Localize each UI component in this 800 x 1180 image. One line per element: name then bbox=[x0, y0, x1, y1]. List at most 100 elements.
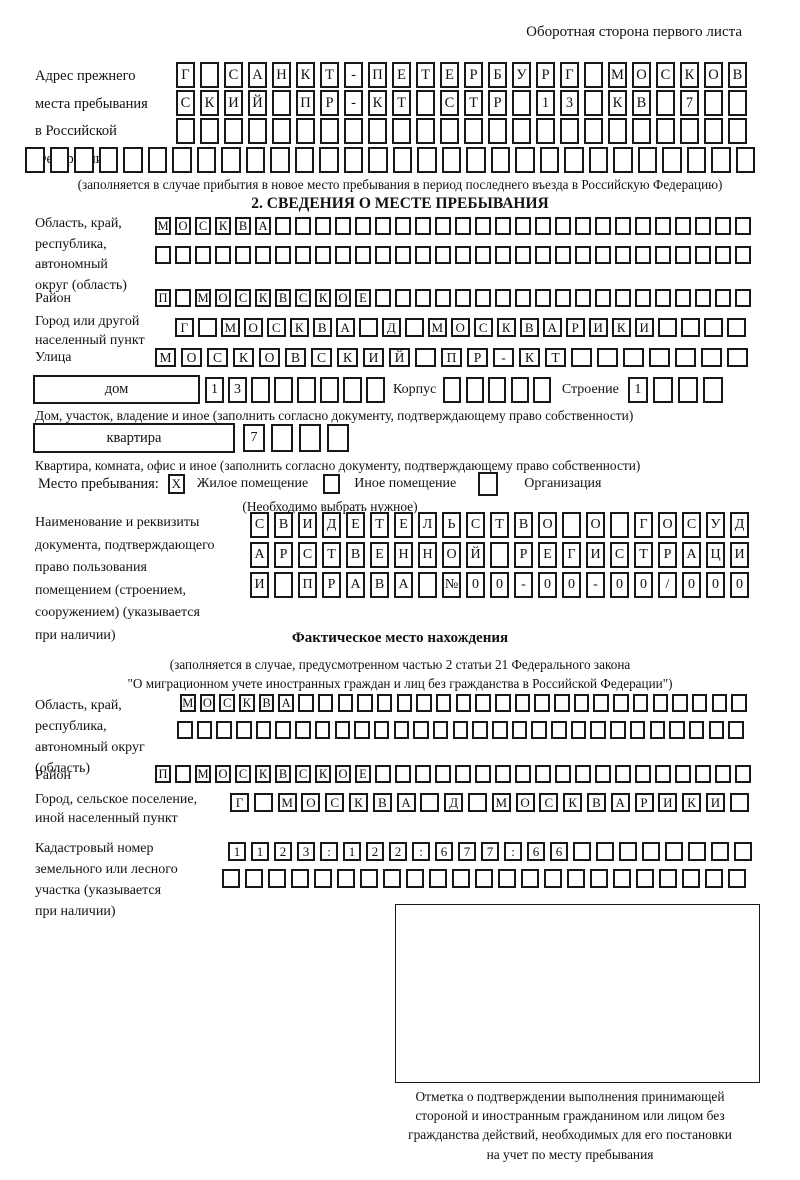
char-box[interactable]: 6 bbox=[527, 842, 545, 861]
char-box[interactable] bbox=[704, 118, 723, 144]
char-box[interactable] bbox=[695, 217, 711, 235]
char-box[interactable]: С bbox=[539, 793, 559, 812]
char-box[interactable] bbox=[629, 721, 646, 739]
char-box[interactable]: Е bbox=[346, 512, 365, 538]
char-box[interactable]: 2 bbox=[366, 842, 384, 861]
char-box[interactable] bbox=[200, 118, 219, 144]
char-box[interactable]: 3 bbox=[228, 376, 247, 403]
char-box[interactable] bbox=[268, 869, 286, 888]
char-box[interactable] bbox=[343, 376, 362, 403]
char-box[interactable]: И bbox=[730, 542, 749, 568]
char-box[interactable] bbox=[98, 147, 118, 173]
char-box[interactable]: К bbox=[315, 289, 331, 307]
char-box[interactable] bbox=[675, 765, 691, 783]
char-box[interactable] bbox=[535, 217, 551, 235]
char-box[interactable] bbox=[315, 217, 331, 235]
char-box[interactable] bbox=[275, 217, 291, 235]
char-box[interactable] bbox=[465, 376, 484, 403]
char-box[interactable]: В bbox=[520, 318, 539, 337]
char-box[interactable]: И bbox=[363, 348, 384, 367]
char-box[interactable] bbox=[672, 694, 688, 712]
char-box[interactable] bbox=[335, 217, 351, 235]
char-box[interactable]: К bbox=[233, 348, 254, 367]
char-box[interactable]: 0 bbox=[538, 572, 557, 598]
stay-checkbox-other[interactable] bbox=[323, 474, 341, 494]
char-box[interactable] bbox=[555, 765, 571, 783]
char-box[interactable]: А bbox=[250, 542, 269, 568]
char-box[interactable] bbox=[495, 765, 511, 783]
char-box[interactable]: 0 bbox=[466, 572, 485, 598]
char-box[interactable] bbox=[274, 572, 293, 598]
char-box[interactable]: Р bbox=[467, 348, 488, 367]
char-box[interactable] bbox=[415, 348, 436, 367]
char-box[interactable]: Д bbox=[444, 793, 464, 812]
char-box[interactable] bbox=[515, 217, 531, 235]
char-box[interactable] bbox=[216, 721, 232, 739]
char-box[interactable]: 2 bbox=[274, 842, 292, 861]
char-box[interactable] bbox=[200, 62, 219, 88]
char-box[interactable]: В bbox=[313, 318, 332, 337]
char-box[interactable]: Й bbox=[389, 348, 410, 367]
char-box[interactable]: 1 bbox=[205, 376, 224, 403]
char-box[interactable]: И bbox=[224, 90, 243, 116]
char-box[interactable] bbox=[295, 246, 311, 264]
char-box[interactable] bbox=[368, 147, 388, 173]
char-box[interactable]: М bbox=[155, 217, 171, 235]
char-box[interactable]: О bbox=[215, 765, 231, 783]
char-box[interactable] bbox=[610, 512, 629, 538]
char-box[interactable]: С bbox=[224, 62, 243, 88]
char-box[interactable] bbox=[317, 694, 334, 712]
char-box[interactable]: А bbox=[543, 318, 562, 337]
char-box[interactable] bbox=[595, 289, 611, 307]
char-box[interactable] bbox=[635, 246, 651, 264]
char-box[interactable]: В bbox=[632, 90, 651, 116]
char-box[interactable] bbox=[455, 765, 471, 783]
char-box[interactable]: О bbox=[335, 765, 351, 783]
char-box[interactable]: Т bbox=[416, 62, 435, 88]
char-box[interactable] bbox=[560, 118, 579, 144]
char-box[interactable] bbox=[413, 721, 429, 739]
char-box[interactable] bbox=[337, 694, 353, 712]
char-box[interactable]: С bbox=[176, 90, 195, 116]
char-box[interactable] bbox=[613, 694, 629, 712]
char-box[interactable] bbox=[727, 348, 748, 367]
char-box[interactable] bbox=[299, 424, 321, 452]
char-box[interactable] bbox=[711, 842, 729, 861]
char-box[interactable]: В bbox=[274, 512, 293, 538]
char-box[interactable] bbox=[539, 147, 559, 173]
char-box[interactable]: - bbox=[493, 348, 514, 367]
char-box[interactable] bbox=[514, 694, 531, 712]
char-box[interactable] bbox=[405, 318, 424, 337]
char-box[interactable] bbox=[235, 246, 251, 264]
char-box[interactable] bbox=[715, 765, 731, 783]
char-box[interactable] bbox=[635, 765, 651, 783]
char-box[interactable]: К bbox=[215, 217, 231, 235]
char-box[interactable] bbox=[488, 376, 507, 403]
char-box[interactable]: О bbox=[538, 512, 557, 538]
char-box[interactable]: : bbox=[504, 842, 522, 861]
char-box[interactable] bbox=[215, 246, 231, 264]
char-box[interactable]: Е bbox=[370, 542, 389, 568]
char-box[interactable]: : bbox=[412, 842, 430, 861]
char-box[interactable] bbox=[488, 118, 507, 144]
char-box[interactable] bbox=[298, 694, 314, 712]
char-box[interactable] bbox=[573, 842, 591, 861]
char-box[interactable] bbox=[715, 246, 731, 264]
char-box[interactable]: 7 bbox=[243, 424, 265, 452]
char-box[interactable]: В bbox=[728, 62, 747, 88]
char-box[interactable]: П bbox=[368, 62, 387, 88]
char-box[interactable]: 1 bbox=[536, 90, 555, 116]
char-box[interactable]: К bbox=[296, 62, 315, 88]
char-box[interactable] bbox=[728, 721, 744, 739]
char-box[interactable]: 7 bbox=[458, 842, 476, 861]
char-box[interactable]: А bbox=[278, 694, 294, 712]
char-box[interactable] bbox=[662, 147, 682, 173]
char-box[interactable] bbox=[395, 217, 411, 235]
char-box[interactable] bbox=[475, 217, 491, 235]
char-box[interactable]: / bbox=[658, 572, 677, 598]
char-box[interactable]: С bbox=[195, 217, 211, 235]
char-box[interactable]: 0 bbox=[634, 572, 653, 598]
char-box[interactable] bbox=[735, 765, 751, 783]
char-box[interactable]: Й bbox=[248, 90, 267, 116]
char-box[interactable] bbox=[636, 869, 654, 888]
